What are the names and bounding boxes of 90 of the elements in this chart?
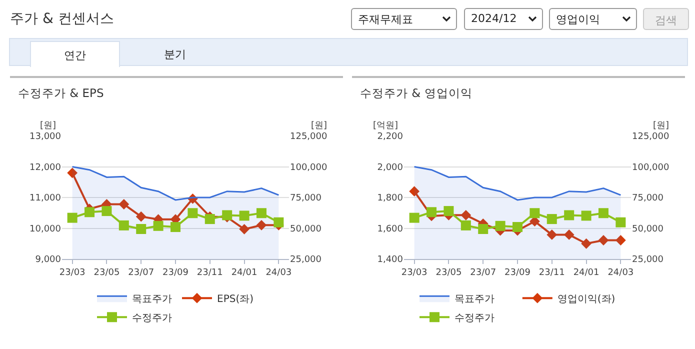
point — [204, 214, 215, 224]
text: 연간 — [30, 41, 120, 67]
y2-tick-label: 75,000 — [632, 194, 664, 204]
y-axis-title: [억원] — [373, 121, 398, 131]
y-tick-label: 12,000 — [30, 162, 62, 173]
point — [512, 222, 522, 232]
y2-axis-title: [원] — [653, 121, 670, 131]
point — [102, 206, 112, 216]
x-tick-label: 23/07 — [128, 268, 154, 278]
text: 주가 & 컨센서스 — [10, 10, 114, 28]
y2-tick-label: 100,000 — [632, 162, 670, 173]
y-tick-label: 13,000 — [30, 132, 62, 142]
point — [118, 199, 130, 210]
chart-title: 수정주가 & 영업이익 — [360, 86, 472, 101]
point — [256, 208, 266, 218]
point — [136, 224, 146, 234]
point — [460, 210, 472, 220]
point — [118, 220, 129, 230]
y-axis-title: [원] — [40, 121, 56, 131]
x-tick-label: 23/11 — [196, 268, 223, 278]
y-tick-label: 2,200 — [377, 132, 404, 142]
point — [581, 210, 592, 221]
point — [478, 224, 488, 234]
y-tick-label: 10,000 — [30, 224, 62, 234]
y-tick-label: 9,000 — [35, 255, 62, 266]
point — [616, 217, 626, 228]
point — [530, 208, 540, 218]
legend-label: 수정주가 — [132, 313, 172, 324]
y-tick-label: 1,800 — [377, 194, 404, 204]
text: 2024/12 — [464, 8, 543, 30]
y-tick-label: 11,000 — [30, 194, 62, 204]
x-tick-label: 23/05 — [94, 268, 120, 278]
y-tick-label: 2,000 — [377, 162, 404, 173]
x-tick-label: 23/03 — [59, 268, 86, 278]
legend-label: EPS(좌) — [217, 294, 254, 305]
y2-tick-label: 50,000 — [632, 224, 664, 234]
text: 영업이익 — [549, 8, 637, 30]
point — [136, 211, 146, 222]
point — [615, 235, 626, 246]
x-tick-label: 23/11 — [538, 268, 565, 278]
x-tick-label: 24/03 — [266, 268, 292, 278]
y2-tick-label: 50,000 — [290, 224, 322, 234]
y2-tick-label: 25,000 — [290, 255, 322, 266]
legend-label: 목표주가 — [132, 294, 172, 305]
point — [444, 206, 454, 216]
y2-tick-label: 100,000 — [290, 162, 328, 173]
y2-tick-label: 125,000 — [290, 132, 328, 142]
point — [239, 224, 250, 234]
point — [170, 222, 180, 232]
y-tick-label: 1,600 — [377, 224, 404, 234]
point — [564, 210, 574, 220]
y-tick-label: 1,400 — [377, 255, 404, 266]
point — [460, 220, 471, 230]
point — [546, 230, 558, 240]
legend-label: 수정주가 — [454, 313, 494, 324]
point — [598, 208, 608, 218]
y2-tick-label: 25,000 — [632, 255, 664, 266]
x-tick-label: 24/01 — [231, 268, 258, 278]
x-tick-label: 23/09 — [162, 268, 189, 278]
point — [409, 212, 420, 223]
chart-title: 수정주가 & EPS — [18, 86, 104, 101]
point — [598, 235, 609, 246]
point — [495, 220, 506, 231]
point — [409, 186, 420, 197]
legend-label: 목표주가 — [454, 294, 494, 305]
point — [581, 238, 592, 249]
x-tick-label: 23/03 — [401, 268, 428, 278]
x-tick-label: 24/01 — [573, 268, 600, 278]
x-tick-label: 24/03 — [608, 268, 634, 278]
text: 검색 — [643, 8, 689, 30]
y2-axis-title: [원] — [311, 121, 328, 131]
x-tick-label: 23/07 — [470, 268, 496, 278]
point — [84, 207, 95, 218]
text: 분기 — [163, 47, 187, 63]
point — [564, 230, 574, 240]
point — [67, 212, 78, 223]
y2-tick-label: 125,000 — [632, 132, 670, 142]
point — [239, 210, 250, 221]
point — [153, 220, 164, 231]
point — [426, 207, 437, 218]
text: 주재무제표 — [351, 8, 457, 30]
x-tick-label: 23/05 — [436, 268, 462, 278]
legend-label: 영업이익(좌) — [557, 294, 616, 305]
x-tick-label: 23/09 — [504, 268, 531, 278]
point — [256, 220, 267, 230]
y2-tick-label: 75,000 — [290, 194, 322, 204]
point — [188, 208, 198, 218]
point — [67, 168, 78, 178]
point — [546, 214, 557, 224]
point — [274, 217, 284, 228]
